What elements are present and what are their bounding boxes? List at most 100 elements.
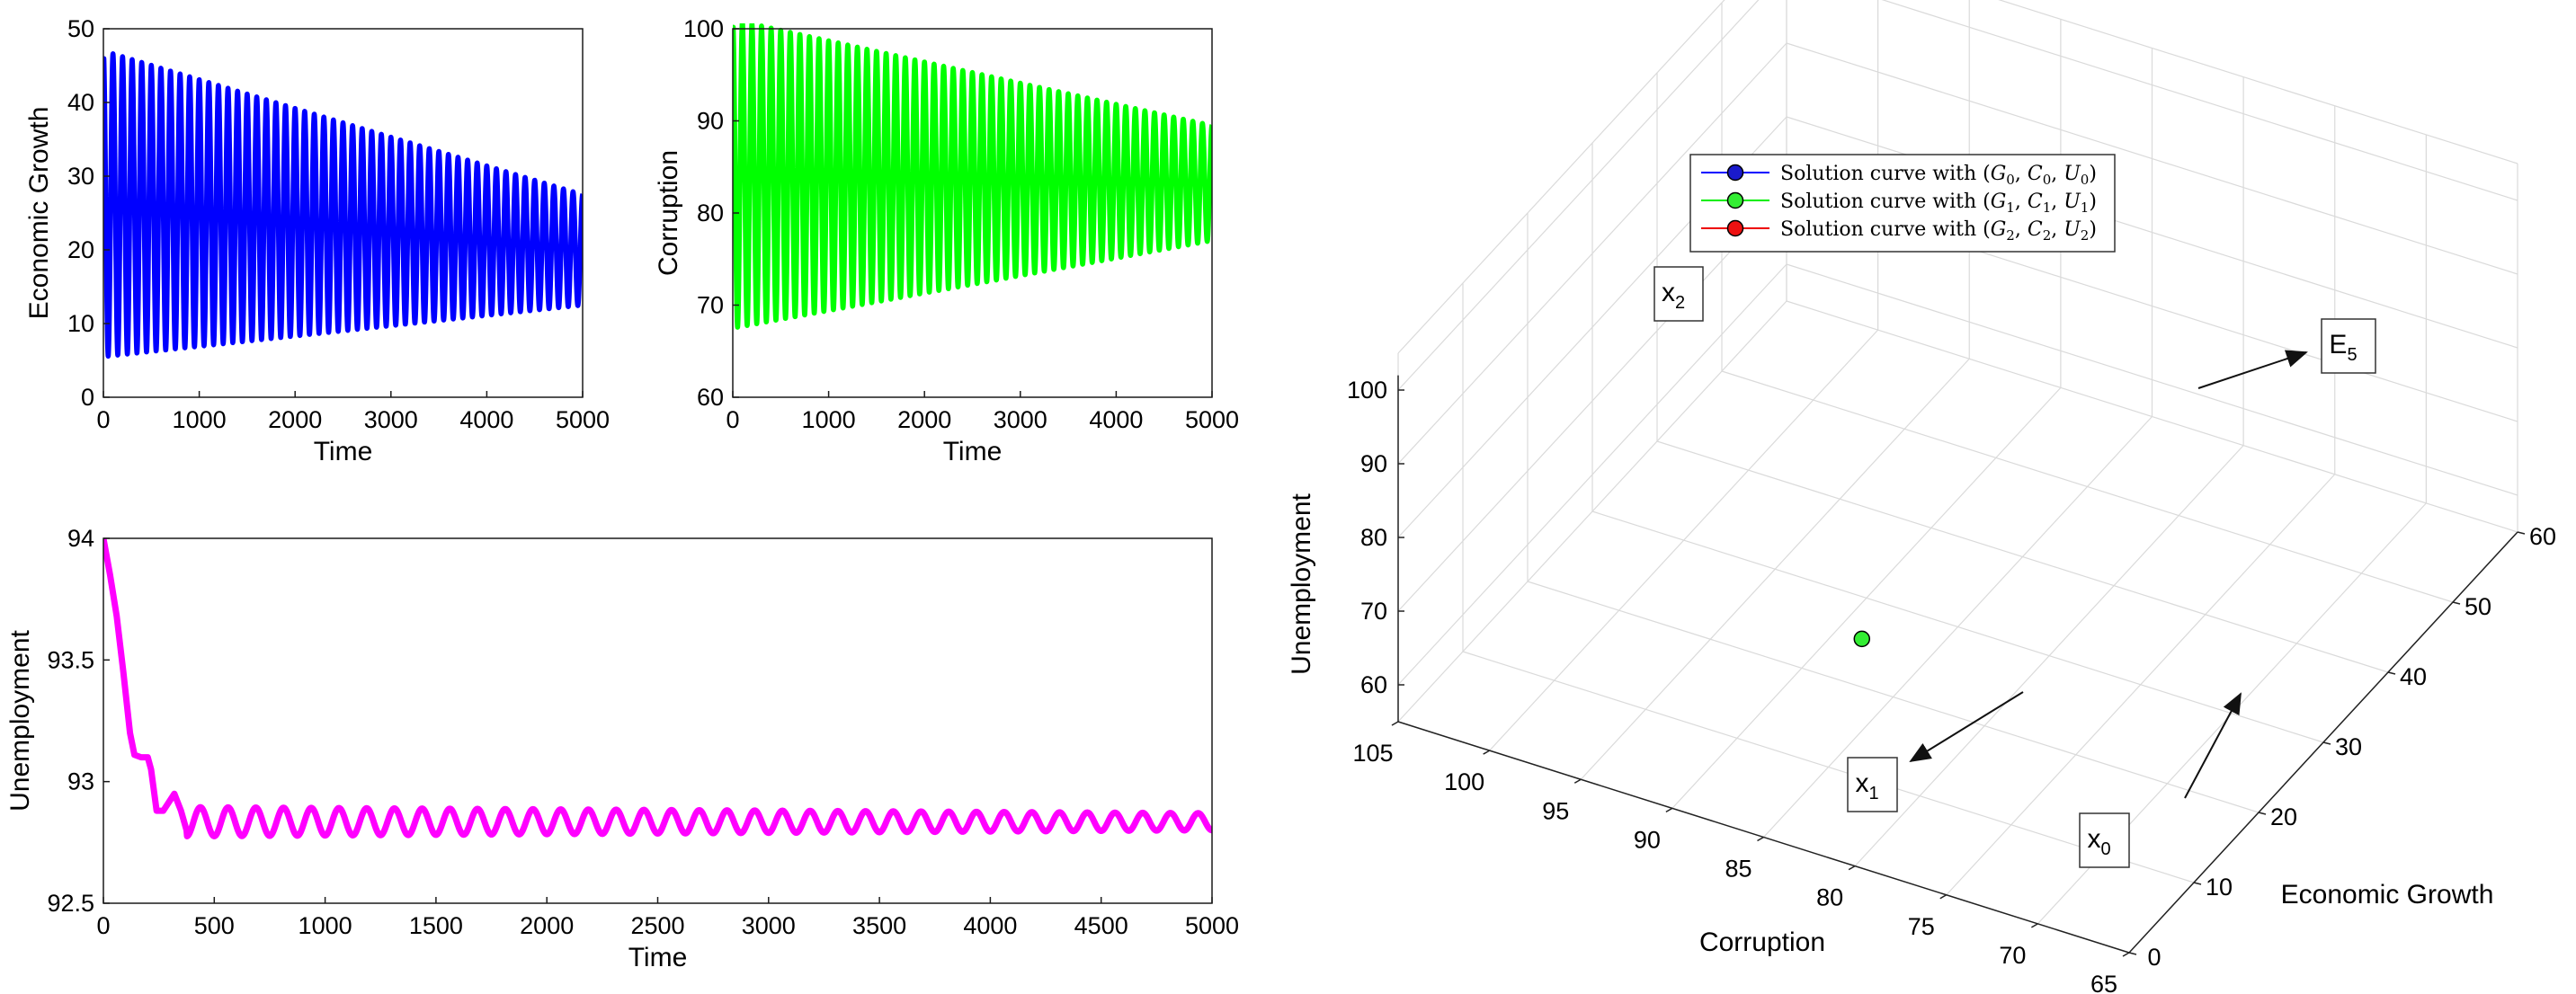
unemployment-tick-label: 70	[1360, 598, 1387, 625]
corruption-tick-label: 65	[2090, 971, 2117, 994]
callout-arrow	[1909, 691, 2024, 763]
corruption-tick-mark	[1757, 836, 1764, 842]
back-wall-grid	[1397, 0, 1787, 722]
x-tick-label: 0	[96, 912, 110, 939]
legend-label: Solution curve with (G0, C0, U0)	[1780, 163, 2097, 188]
trajectory-marker	[1853, 630, 1871, 648]
legend-marker	[1726, 219, 1744, 237]
callout-box	[2079, 812, 2130, 868]
y-axis-label: Economic Growth	[24, 107, 54, 320]
grid-line	[1656, 440, 2389, 673]
x-tick-label: 1000	[173, 406, 227, 433]
y-tick-label: 92.5	[47, 890, 94, 917]
x-tick-label: 0	[726, 406, 739, 433]
legend-box	[1689, 154, 2116, 253]
x-tick-label: 1500	[409, 912, 463, 939]
callout-arrow	[2197, 350, 2308, 389]
corruption-tick-mark	[1665, 807, 1673, 813]
trajectory-1	[1853, 630, 1871, 648]
legend-label: Solution curve with (G2, C2, U2)	[1780, 218, 2097, 244]
corruption-tick-mark	[1483, 750, 1490, 755]
growth-tick-label: 20	[2270, 803, 2297, 830]
callout-box	[1847, 757, 1898, 812]
y-tick-label: 70	[697, 292, 724, 319]
callout-arrow	[2184, 692, 2242, 799]
grid-line	[1527, 581, 2260, 813]
y-tick-label: 80	[697, 200, 724, 226]
x-tick-label: 0	[96, 406, 110, 433]
grid-line	[1462, 651, 2195, 883]
corruption-tick-label: 85	[1725, 856, 1752, 883]
legend-label: Solution curve with (G1, C1, U1)	[1780, 191, 2097, 216]
x-axis-label: Time	[314, 437, 373, 466]
corruption-tick-label: 75	[1908, 913, 1935, 940]
grid-line	[1397, 190, 1787, 612]
corruption-tick-mark	[1573, 778, 1582, 784]
x-tick-label: 4500	[1074, 912, 1128, 939]
growth-tick-mark	[2193, 882, 2202, 885]
y-tick-label: 93.5	[47, 646, 94, 673]
y-tick-label: 20	[67, 236, 94, 263]
legend-marker	[1726, 164, 1744, 182]
y-tick-label: 60	[697, 384, 724, 411]
callout-label: x0	[2087, 824, 2110, 859]
corruption-tick-label: 105	[1352, 740, 1393, 767]
callout-box	[1653, 266, 1704, 322]
corruption-tick-label: 100	[1444, 768, 1484, 795]
x-tick-label: 2500	[630, 912, 684, 939]
x-tick-label: 4000	[1089, 406, 1143, 433]
corruption-tick-label: 90	[1634, 826, 1661, 853]
grid-line	[1591, 510, 2324, 743]
unemployment-tick-label: 60	[1360, 671, 1387, 698]
corruption-tick-mark	[1848, 865, 1856, 871]
growth-tick-mark	[2387, 671, 2396, 675]
corruption-tick-label: 70	[1999, 942, 2026, 969]
unemployment-tick-label: 90	[1360, 450, 1387, 477]
unemployment-tick-label: 80	[1360, 524, 1387, 551]
series-corruption-0	[733, 23, 1212, 330]
x-tick-label: 3500	[852, 912, 906, 939]
x-tick-label: 1000	[802, 406, 856, 433]
corruption-tick-label: 95	[1542, 797, 1569, 824]
y-tick-label: 93	[67, 768, 94, 795]
chart-corruption: 0 1000 2000 3000 4000 5000 60 70 80 90 100 Time Corr…	[654, 15, 1239, 466]
chart-unemployment: 0 500 1000 1500 2000 2500 3000 3500 4000 4500 5000…	[5, 525, 1239, 972]
x-tick-label: 2000	[520, 912, 574, 939]
unemployment-tick-label: 100	[1347, 377, 1387, 404]
grid-line	[1721, 370, 2454, 603]
corruption-tick-mark	[2122, 952, 2130, 957]
x-axis-label: Time	[628, 943, 688, 972]
x-tick-label: 5000	[1185, 406, 1239, 433]
box-edge	[1998, 0, 2518, 164]
corruption-tick-mark	[2031, 923, 2038, 928]
growth-tick-label: 30	[2335, 733, 2362, 760]
growth-tick-label: 10	[2206, 874, 2233, 901]
y-axis-label: Corruption	[654, 150, 683, 276]
chart-growth: 0 1000 2000 3000 4000 5000 0 10 20 30 40 50 Time Econ…	[24, 15, 610, 466]
callout-box	[2321, 318, 2376, 374]
y-tick-label: 94	[67, 525, 94, 552]
grid-line	[1786, 263, 2518, 496]
x-tick-label: 2000	[897, 406, 951, 433]
chart-phase3d: 105 100 95 90 85 80 75 70 65 0 10 20 30 40 50 60 60 70 80 9…	[1287, 0, 2556, 994]
grid-line	[1397, 263, 1787, 686]
growth-tick-label: 50	[2465, 593, 2491, 620]
plot-frame	[103, 28, 584, 398]
legend-marker	[1726, 191, 1744, 209]
x-tick-label: 3000	[742, 912, 796, 939]
callout-label: x2	[1662, 278, 1685, 313]
x-tick-label: 500	[194, 912, 235, 939]
x-tick-label: 1000	[299, 912, 352, 939]
legend: Solution curve with (G0, C0, U0) Solution…	[1689, 154, 2116, 253]
box-edge	[1397, 0, 1725, 354]
axes-3d: 105 100 95 90 85 80 75 70 65 0 10 20 30 40 50 60 60 70 80 9…	[1287, 375, 2556, 994]
x-tick-label: 3000	[364, 406, 418, 433]
x-tick-label: 5000	[556, 406, 610, 433]
series-unemployment-0	[103, 537, 1212, 839]
growth-tick-mark	[2258, 812, 2267, 815]
y-axis-label: Unemployment	[5, 629, 35, 811]
x-tick-label: 2000	[268, 406, 322, 433]
side-wall-grid	[1786, 0, 2518, 532]
y-tick-label: 10	[67, 310, 94, 337]
corruption-tick-mark	[1939, 894, 1948, 900]
